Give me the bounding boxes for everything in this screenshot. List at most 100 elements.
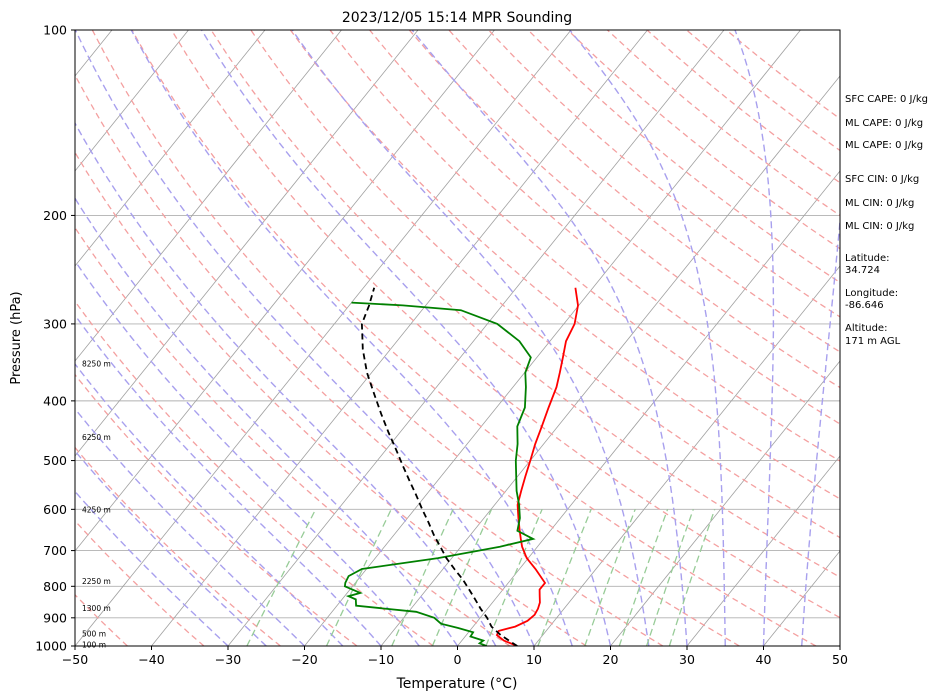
dry-adiabat-line xyxy=(75,373,358,646)
isotherm-line xyxy=(75,30,189,172)
isotherm-line xyxy=(304,30,801,646)
x-tick-label: 0 xyxy=(454,652,462,667)
height-label: 500 m xyxy=(82,630,106,639)
dry-adiabat-line xyxy=(250,30,840,539)
x-tick-label: −10 xyxy=(368,652,394,667)
background-lines xyxy=(75,30,840,646)
isotherm-line xyxy=(75,30,495,552)
mixing-ratio-line xyxy=(537,509,592,646)
y-tick-label: 200 xyxy=(43,208,67,223)
y-tick-label: 900 xyxy=(43,610,67,625)
dry-adiabat-line xyxy=(75,593,128,646)
x-axis: −50 −40 −30 −20 −10 0 10 20 30 40 50 xyxy=(62,646,848,667)
height-labels: 100 m 500 m 1300 m 2250 m 4250 m 6250 m 8250 m xyxy=(82,360,111,650)
x-tick-label: −50 xyxy=(62,652,88,667)
altitude-label: Altitude: xyxy=(845,323,887,334)
latitude-label: Latitude: xyxy=(845,253,890,264)
y-axis-label: Pressure (hPa) xyxy=(9,291,24,384)
y-axis: 1000 900 800 700 600 500 400 300 200 100 xyxy=(35,23,75,654)
x-tick-label: 40 xyxy=(756,652,772,667)
x-tick-label: 20 xyxy=(603,652,619,667)
moist-adiabat-line xyxy=(75,314,382,646)
moist-adiabat-line xyxy=(291,30,650,646)
moist-adiabat-line xyxy=(801,213,840,646)
x-tick-label: −40 xyxy=(138,652,164,667)
moist-adiabat-line xyxy=(75,259,420,646)
dry-adiabat-line xyxy=(75,446,281,646)
sounding-profiles xyxy=(343,287,579,646)
mixing-ratio-line xyxy=(618,509,669,646)
dry-adiabat-line xyxy=(75,300,434,646)
x-tick-label: 50 xyxy=(832,652,848,667)
chart-title: 2023/12/05 15:14 MPR Sounding xyxy=(342,10,572,26)
y-tick-label: 400 xyxy=(43,393,67,408)
isotherm-line xyxy=(75,30,419,457)
ml_cin_2-annotation: ML CIN: 0 J/kg xyxy=(845,221,914,232)
dry-adiabat-line xyxy=(527,30,840,284)
y-tick-label: 700 xyxy=(43,543,67,558)
height-label: 1300 m xyxy=(82,604,111,613)
x-tick-label: −30 xyxy=(215,652,241,667)
altitude-value: 171 m AGL xyxy=(845,336,901,347)
x-tick-label: 30 xyxy=(679,652,695,667)
dry-adiabat-line xyxy=(369,30,840,425)
isotherm-line xyxy=(686,455,840,646)
dry-adiabat-line xyxy=(131,30,817,646)
isotherm-line xyxy=(75,30,342,362)
height-label: 8250 m xyxy=(82,360,111,369)
moist-adiabat-line xyxy=(75,121,497,646)
longitude-label: Longitude: xyxy=(845,288,898,299)
ml_cape_1-annotation: ML CAPE: 0 J/kg xyxy=(845,118,923,129)
dry-adiabat-line xyxy=(289,30,840,500)
isotherm-line xyxy=(151,30,648,646)
height-label: 4250 m xyxy=(82,505,111,514)
height-label: 2250 m xyxy=(82,577,111,586)
moist-adiabat-line xyxy=(75,196,459,646)
moist-adiabat-line xyxy=(75,30,535,646)
dewpoint-profile-line xyxy=(343,301,536,646)
y-tick-label: 300 xyxy=(43,316,67,331)
isotherm-line xyxy=(533,265,840,646)
sounding-annotations: SFC CAPE: 0 J/kg ML CAPE: 0 J/kg ML CAPE: … xyxy=(845,94,928,347)
dry-adiabat-line xyxy=(75,519,205,646)
dry-adiabat-line xyxy=(448,30,840,353)
isotherm-line xyxy=(457,170,840,646)
dry-adiabat-line xyxy=(91,30,740,646)
isotherm-line xyxy=(380,75,840,646)
mixing-ratio-line xyxy=(584,509,636,646)
dry-adiabat-line xyxy=(75,151,587,646)
moist-adiabat-line xyxy=(569,30,726,646)
isotherm-line xyxy=(227,30,725,646)
height-label: 6250 m xyxy=(82,433,111,442)
x-axis-label: Temperature (°C) xyxy=(396,676,518,692)
dry-adiabat-line xyxy=(75,226,511,646)
y-tick-label: 600 xyxy=(43,502,67,517)
height-label: 100 m xyxy=(82,641,106,650)
isotherm-line xyxy=(75,30,572,646)
moist-adiabat-line xyxy=(734,30,775,646)
moist-adiabat-line xyxy=(130,30,573,646)
mixing-ratio-line xyxy=(668,509,716,646)
mixing-ratio-line xyxy=(246,509,317,646)
moist-adiabat-line xyxy=(75,362,344,646)
y-tick-label: 1000 xyxy=(35,639,67,654)
latitude-value: 34.724 xyxy=(845,265,880,276)
dry-adiabat-line xyxy=(170,30,840,619)
dry-adiabat-line xyxy=(210,30,840,578)
mixing-ratio-line xyxy=(431,509,493,646)
y-tick-label: 500 xyxy=(43,453,67,468)
parcel-profile-line xyxy=(360,287,518,646)
ml_cape_2-annotation: ML CAPE: 0 J/kg xyxy=(845,140,923,151)
x-tick-label: 10 xyxy=(526,652,542,667)
dry-adiabat-line xyxy=(75,73,664,646)
moist-adiabat-line xyxy=(201,30,612,646)
moist-adiabat-line xyxy=(411,30,688,646)
mixing-ratio-line xyxy=(645,509,694,646)
y-tick-label: 800 xyxy=(43,579,67,594)
moist-adiabat-line xyxy=(75,449,267,646)
sfc_cape-annotation: SFC CAPE: 0 J/kg xyxy=(845,94,928,105)
isotherm-line xyxy=(610,360,840,646)
longitude-value: -86.646 xyxy=(845,300,884,311)
x-tick-label: −20 xyxy=(291,652,317,667)
dry-adiabat-line xyxy=(329,30,840,462)
